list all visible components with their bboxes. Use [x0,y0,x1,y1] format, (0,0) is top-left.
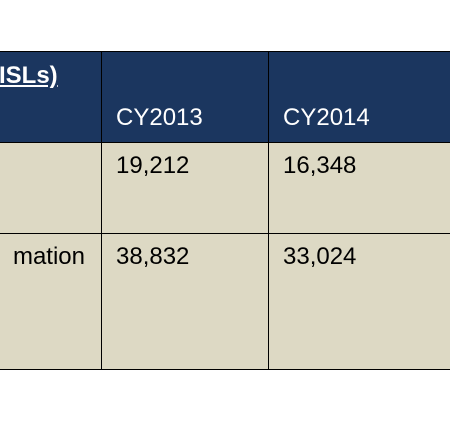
row-label-cell [0,142,102,234]
header-text: CY2014 [283,104,370,131]
cell-text: 19,212 [116,152,190,179]
cell-text: mation [12,243,85,270]
value-cell: 38,832 [101,233,269,370]
value-cell: 19,212 [101,142,269,234]
value-cell: 16,348 [268,142,450,234]
cell-text: 33,024 [283,243,357,270]
cell-text: 16,348 [283,152,357,179]
row-label-cell: mation [0,233,102,370]
header-cell: ISLs) [0,51,102,143]
header-text: CY2013 [116,104,203,131]
header-cell: CY2013 [101,51,269,143]
header-cell: CY2014 [268,51,450,143]
value-cell: 33,024 [268,233,450,370]
cell-text: 38,832 [116,243,190,270]
header-text: ISLs) [0,62,58,89]
